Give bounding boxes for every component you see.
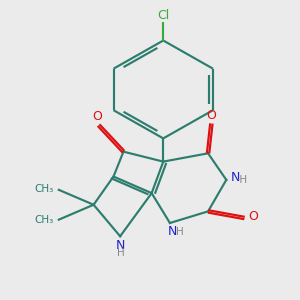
Text: H: H bbox=[117, 248, 124, 258]
Text: Cl: Cl bbox=[157, 9, 170, 22]
Text: O: O bbox=[92, 110, 102, 123]
Text: ·H: ·H bbox=[237, 175, 248, 185]
Text: N: N bbox=[116, 239, 125, 252]
Text: O: O bbox=[206, 109, 216, 122]
Text: CH₃: CH₃ bbox=[34, 184, 53, 194]
Text: H: H bbox=[176, 227, 183, 237]
Text: N: N bbox=[168, 226, 177, 238]
Text: N: N bbox=[231, 171, 240, 184]
Text: O: O bbox=[248, 210, 258, 223]
Text: CH₃: CH₃ bbox=[34, 215, 53, 225]
